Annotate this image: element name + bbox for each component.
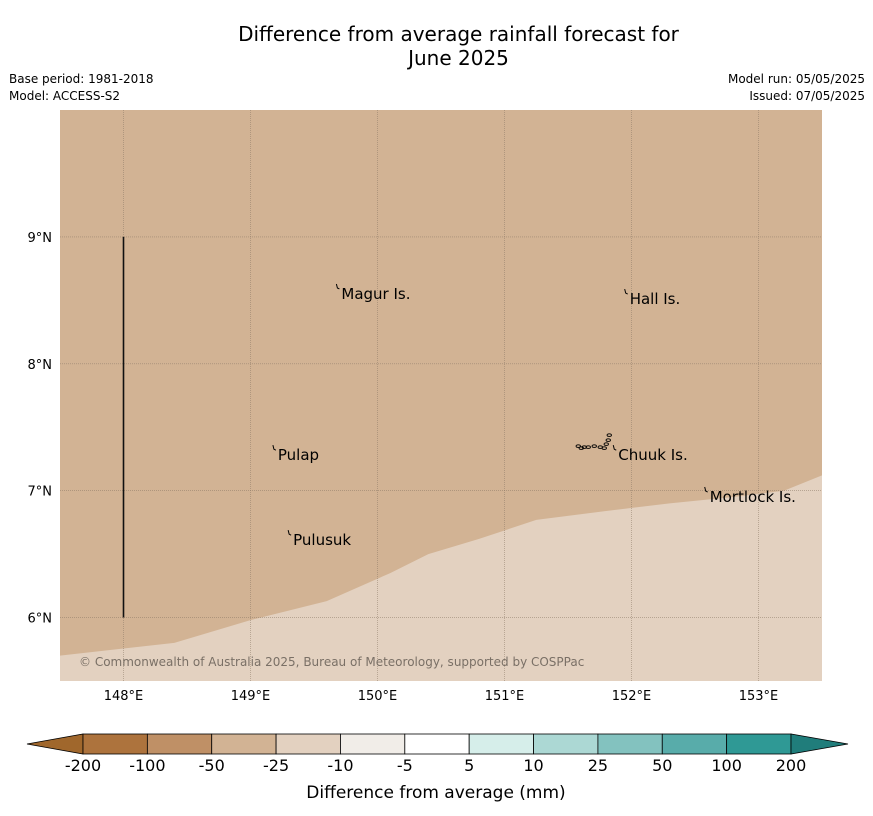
island-outline <box>287 530 292 536</box>
legend-tick-label: 100 <box>711 756 742 775</box>
legend-tick-label: -5 <box>397 756 413 775</box>
lon-tick-label: 149°E <box>231 689 271 700</box>
legend-swatch <box>661 733 728 755</box>
legend-tick-label: 200 <box>776 756 807 775</box>
place-label: Magur Is. <box>341 285 410 303</box>
title-line-1: Difference from average rainfall forecas… <box>238 22 679 46</box>
island-outline <box>335 283 340 290</box>
legend-tick-label: 10 <box>523 756 543 775</box>
legend-label: Difference from average (mm) <box>306 783 565 803</box>
place-label: Hall Is. <box>630 290 681 308</box>
lat-tick-label: 9°N <box>28 231 53 246</box>
meta-left: Base period: 1981-2018 Model: ACCESS-S2 <box>9 71 154 105</box>
forecast-map: 148°E 149°E 150°E 151°E 152°E 153°E 6°N 7°N 8°N 9… <box>28 110 822 700</box>
island-outline <box>612 445 617 451</box>
chuuk-islet <box>603 442 609 446</box>
lat-tick-label: 7°N <box>28 485 53 500</box>
legend-swatch <box>726 733 792 755</box>
legend-swatch <box>82 733 148 755</box>
chuuk-islet <box>605 438 611 442</box>
island-outline <box>704 486 708 493</box>
island-outline <box>272 445 277 451</box>
chuuk-islet <box>606 433 612 437</box>
title-line-2: June 2025 <box>408 46 509 70</box>
lat-tick-label: 8°N <box>28 358 53 373</box>
legend-tick-label: -200 <box>65 756 101 775</box>
place-label: Pulusuk <box>293 531 351 549</box>
chuuk-islet <box>601 446 607 450</box>
legend-swatch <box>597 733 663 755</box>
island-outline <box>624 288 628 295</box>
lon-tick-label: 151°E <box>485 689 525 700</box>
chuuk-islet <box>575 444 581 448</box>
legend-swatch <box>340 733 406 755</box>
copyright-note: © Commonwealth of Australia 2025, Bureau… <box>79 655 584 669</box>
lon-tick-label: 153°E <box>739 689 779 700</box>
legend-swatch <box>275 733 341 755</box>
legend-over-arrow <box>790 733 849 755</box>
legend-swatch <box>211 733 277 755</box>
base-period-text: Base period: 1981-2018 <box>9 72 154 86</box>
legend-under-arrow <box>26 733 84 755</box>
legend-swatch <box>146 733 213 755</box>
legend-tick-label: 25 <box>588 756 608 775</box>
issued-text: Issued: 07/05/2025 <box>749 89 865 103</box>
legend-tick-label: 5 <box>464 756 474 775</box>
model-run-text: Model run: 05/05/2025 <box>727 72 865 86</box>
lon-tick-label: 150°E <box>358 689 398 700</box>
legend-swatch <box>404 733 470 755</box>
lon-tick-label: 152°E <box>612 689 652 700</box>
model-text: Model: ACCESS-S2 <box>9 89 121 103</box>
legend-tick-label: -10 <box>327 756 353 775</box>
chuuk-islet <box>591 444 597 448</box>
lon-tick-label: 148°E <box>104 689 144 700</box>
chart-title: Difference from average rainfall forecas… <box>0 22 873 70</box>
meta-right: Model run: 05/05/2025 Issued: 07/05/2025 <box>728 71 865 105</box>
legend-swatch <box>468 733 534 755</box>
legend-tick-label: -100 <box>129 756 165 775</box>
legend-tick-label: -50 <box>199 756 225 775</box>
legend-tick-label: -25 <box>263 756 289 775</box>
place-label: Pulap <box>278 446 319 464</box>
legend-tick-label: 50 <box>652 756 672 775</box>
lat-tick-label: 6°N <box>28 612 53 627</box>
place-label: Chuuk Is. <box>618 446 687 464</box>
legend-swatch <box>533 733 599 755</box>
chuuk-islet <box>585 445 591 449</box>
place-label: Mortlock Is. <box>710 488 796 506</box>
